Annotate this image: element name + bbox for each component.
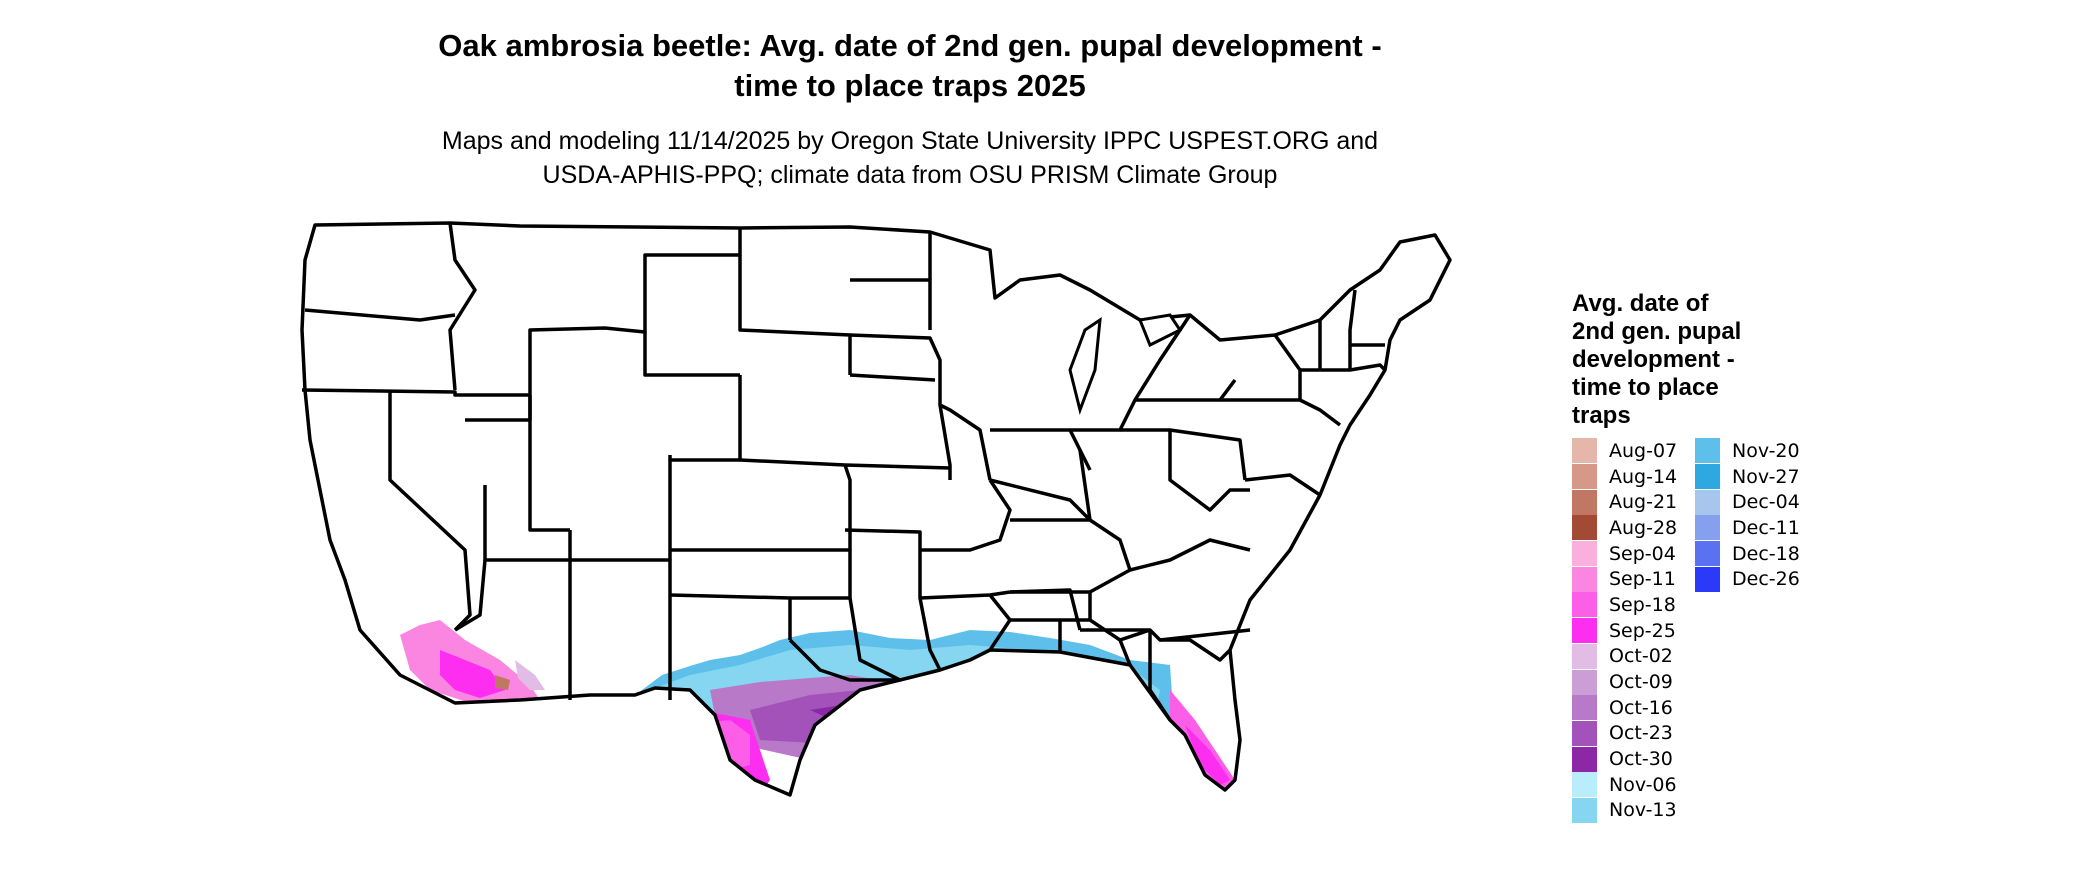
legend-swatch bbox=[1572, 438, 1597, 464]
legend-label: Sep-04 bbox=[1609, 542, 1676, 565]
legend-item: Oct-09 bbox=[1572, 669, 1677, 695]
zone-oct-23 bbox=[750, 690, 1150, 760]
legend-swatch bbox=[1695, 515, 1720, 541]
map-title-line-2: time to place traps 2025 bbox=[734, 68, 1086, 103]
zone-aug-21 bbox=[720, 780, 752, 795]
legend-label: Nov-06 bbox=[1609, 773, 1677, 796]
state-boundaries bbox=[300, 221, 1452, 797]
legend-item: Oct-02 bbox=[1572, 643, 1677, 670]
legend-item: Nov-27 bbox=[1695, 464, 1800, 490]
legend-swatch bbox=[1572, 464, 1597, 490]
legend-label: Nov-13 bbox=[1609, 799, 1677, 822]
zone-sw-oct-02 bbox=[515, 660, 545, 690]
map-subtitle: Maps and modeling 11/14/2025 by Oregon S… bbox=[330, 124, 1490, 192]
legend-item: Aug-28 bbox=[1572, 515, 1677, 541]
legend-swatch bbox=[1572, 669, 1597, 695]
legend-swatch bbox=[1572, 515, 1597, 541]
legend-swatch bbox=[1572, 695, 1597, 721]
legend-swatch bbox=[1572, 489, 1597, 515]
legend-swatch bbox=[1695, 566, 1720, 592]
legend-title-line: traps bbox=[1572, 402, 1631, 429]
legend-item: Nov-20 bbox=[1695, 438, 1800, 464]
legend-label: Nov-27 bbox=[1732, 465, 1800, 488]
legend-swatch bbox=[1572, 772, 1597, 798]
legend-item: Nov-06 bbox=[1572, 772, 1677, 798]
legend-item: Aug-21 bbox=[1572, 489, 1677, 515]
legend-column-2: Nov-20 Nov-27 Dec-04 Dec-11 Dec-18 Dec-26 bbox=[1695, 438, 1800, 592]
zone-sw-sep-25 bbox=[440, 650, 505, 698]
legend-item: Dec-26 bbox=[1695, 566, 1800, 592]
legend-title-line: 2nd gen. pupal bbox=[1572, 318, 1742, 345]
legend-item: Dec-18 bbox=[1695, 541, 1800, 567]
legend-label: Oct-30 bbox=[1609, 748, 1673, 771]
legend-label: Nov-20 bbox=[1732, 439, 1800, 462]
legend-title-line: development - bbox=[1572, 346, 1735, 373]
legend-label: Oct-02 bbox=[1609, 645, 1673, 668]
legend-label: Aug-28 bbox=[1609, 516, 1678, 539]
map-subtitle-line-2: USDA-APHIS-PPQ; climate data from OSU PR… bbox=[542, 161, 1278, 189]
legend-item: Oct-23 bbox=[1572, 720, 1677, 747]
legend-swatch bbox=[1695, 438, 1720, 464]
zone-florida-magenta bbox=[1185, 725, 1230, 785]
legend-item: Oct-30 bbox=[1572, 746, 1677, 772]
legend-title-line: Avg. date of bbox=[1572, 290, 1709, 317]
us-outline bbox=[300, 221, 1452, 797]
legend-label: Oct-16 bbox=[1609, 696, 1673, 719]
legend-swatch bbox=[1695, 489, 1720, 515]
legend-item: Dec-11 bbox=[1695, 515, 1800, 541]
legend-swatch bbox=[1572, 541, 1597, 567]
legend-item: Aug-07 bbox=[1572, 438, 1677, 464]
legend-title-line: time to place bbox=[1572, 374, 1719, 401]
legend-swatch bbox=[1572, 566, 1597, 592]
legend-item: Sep-25 bbox=[1572, 618, 1677, 644]
legend-label: Dec-26 bbox=[1732, 568, 1800, 591]
zone-sw-aug-21 bbox=[495, 675, 510, 690]
legend-label: Sep-11 bbox=[1609, 568, 1676, 591]
legend-item: Nov-13 bbox=[1572, 797, 1677, 824]
map-title-line-1: Oak ambrosia beetle: Avg. date of 2nd ge… bbox=[438, 28, 1382, 63]
legend-label: Sep-18 bbox=[1609, 593, 1676, 616]
legend-label: Dec-11 bbox=[1732, 516, 1800, 539]
map-subtitle-line-1: Maps and modeling 11/14/2025 by Oregon S… bbox=[441, 127, 1379, 155]
legend-label: Dec-18 bbox=[1732, 542, 1800, 565]
legend-label: Oct-09 bbox=[1609, 671, 1673, 694]
legend-swatch bbox=[1572, 643, 1597, 669]
legend-item: Oct-16 bbox=[1572, 695, 1677, 721]
legend-item: Dec-04 bbox=[1695, 489, 1800, 515]
legend-label: Aug-07 bbox=[1609, 439, 1678, 462]
legend-swatch bbox=[1572, 746, 1597, 772]
legend-column-1: Aug-07 Aug-14 Aug-21 Aug-28 Sep-04 Sep-11 Sep-… bbox=[1572, 438, 1677, 823]
map-legend: Avg. date of 2nd gen. pupal development … bbox=[1572, 290, 2072, 830]
great-lakes bbox=[1068, 313, 1183, 416]
legend-label: Sep-25 bbox=[1609, 619, 1676, 642]
us-map bbox=[300, 221, 1452, 797]
legend-swatch bbox=[1572, 797, 1597, 823]
legend-label: Dec-04 bbox=[1732, 491, 1800, 514]
legend-swatch bbox=[1572, 592, 1597, 618]
legend-swatch bbox=[1695, 541, 1720, 567]
legend-label: Aug-21 bbox=[1609, 491, 1678, 514]
legend-label: Oct-23 bbox=[1609, 722, 1673, 745]
legend-item: Aug-14 bbox=[1572, 464, 1677, 490]
map-title: Oak ambrosia beetle: Avg. date of 2nd ge… bbox=[330, 26, 1490, 106]
us-landmass bbox=[302, 223, 1450, 795]
legend-item: Sep-18 bbox=[1572, 592, 1677, 618]
legend-swatch bbox=[1695, 464, 1720, 490]
legend-swatch bbox=[1572, 720, 1597, 746]
legend-label: Aug-14 bbox=[1609, 465, 1678, 488]
legend-item: Sep-04 bbox=[1572, 541, 1677, 567]
legend-item: Sep-11 bbox=[1572, 566, 1677, 592]
legend-swatch bbox=[1572, 618, 1597, 644]
legend-title: Avg. date of 2nd gen. pupal development … bbox=[1572, 290, 1802, 430]
